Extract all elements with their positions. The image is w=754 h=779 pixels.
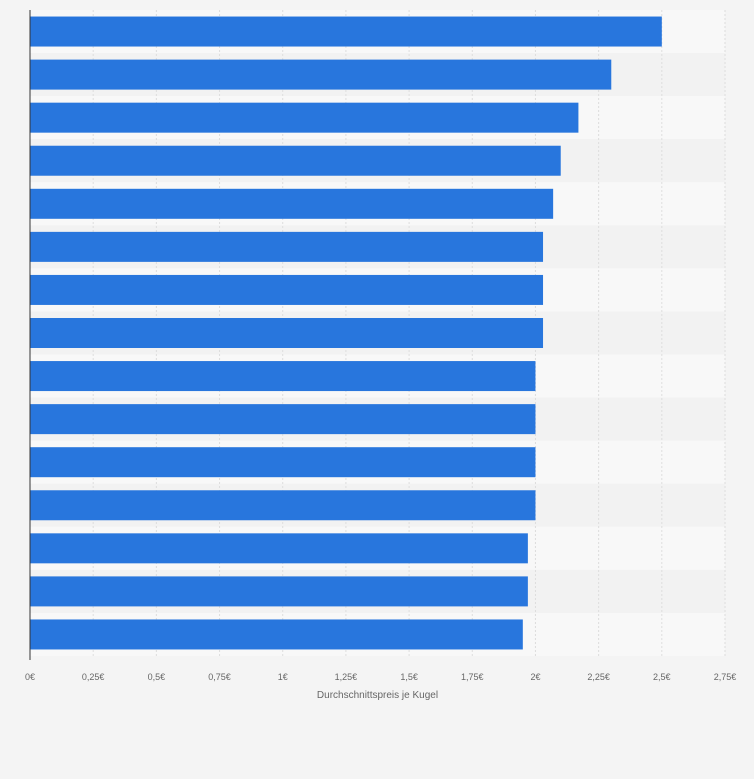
x-tick-label: 0,75€ — [208, 672, 231, 682]
bar — [30, 619, 523, 650]
bar — [30, 16, 662, 47]
x-tick-label: 2,75€ — [714, 672, 737, 682]
x-tick-label: 0,5€ — [148, 672, 166, 682]
x-tick-label: 1€ — [278, 672, 288, 682]
bar — [30, 188, 554, 219]
bar — [30, 59, 612, 90]
x-tick-label: 2,5€ — [653, 672, 671, 682]
bar — [30, 576, 528, 607]
bar — [30, 145, 561, 176]
bar — [30, 102, 579, 133]
x-tick-label: 1,25€ — [335, 672, 358, 682]
x-axis-title: Durchschnittspreis je Kugel — [317, 690, 438, 701]
x-tick-label: 1,75€ — [461, 672, 484, 682]
x-tick-label: 0,25€ — [82, 672, 105, 682]
x-tick-label: 2€ — [530, 672, 540, 682]
x-axis-tick-labels: 0€ 0,25€ 0,5€ 0,75€ 1€ 1,25€ 1,5€ 1,75€ 2€ 2,25€ 2… — [25, 672, 736, 682]
bar — [30, 447, 536, 478]
bar — [30, 318, 544, 348]
bar — [30, 274, 544, 305]
bar — [30, 490, 536, 521]
bar — [30, 404, 536, 435]
x-tick-label: 2,25€ — [587, 672, 610, 682]
x-tick-label: 1,5€ — [400, 672, 418, 682]
bars-group — [30, 16, 662, 650]
bar — [30, 533, 528, 564]
bar — [30, 361, 536, 392]
bar — [30, 231, 544, 262]
x-tick-label: 0€ — [25, 672, 35, 682]
